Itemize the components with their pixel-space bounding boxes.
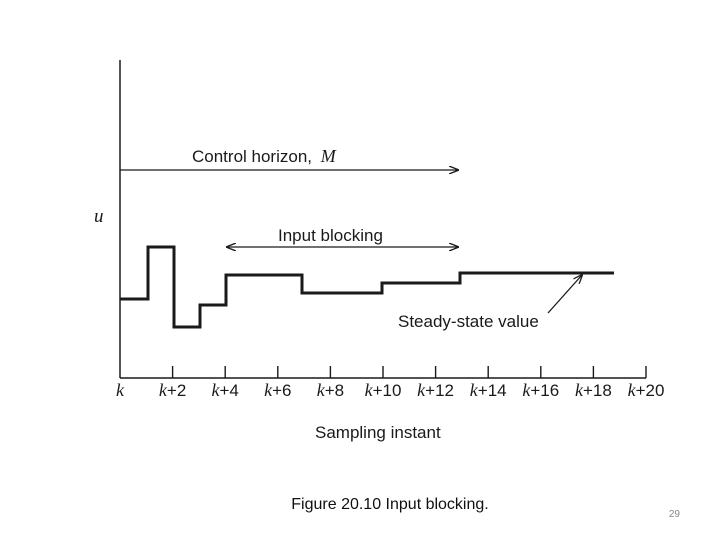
x-tick-label: k+4 <box>212 380 239 400</box>
x-tick-label-offset: +2 <box>167 381 186 400</box>
x-tick-label-offset: +10 <box>373 381 402 400</box>
x-tick-label-offset: +6 <box>272 381 291 400</box>
x-tick-label: k+2 <box>159 380 186 400</box>
x-tick-label-offset: +20 <box>636 381 665 400</box>
x-tick-label-offset: +8 <box>325 381 344 400</box>
x-tick-label-offset: +16 <box>530 381 559 400</box>
x-tick-label-base: k <box>365 380 374 400</box>
x-tick-label-base: k <box>522 380 531 400</box>
input-blocking-label: Input blocking <box>278 226 383 245</box>
x-tick-label: k+14 <box>470 380 507 400</box>
x-tick-label-offset: +4 <box>220 381 239 400</box>
x-tick-label-base: k <box>575 380 584 400</box>
x-tick-label: k+8 <box>317 380 344 400</box>
x-tick-label-offset: +12 <box>425 381 454 400</box>
x-tick-label-base: k <box>317 380 326 400</box>
steady-state-arrow <box>547 275 582 314</box>
input-signal-trajectory <box>120 245 614 329</box>
x-tick-labels: k k+2 k+4 k+6 k+8 k+10 k+12 k+14 k+16 k+18 k+20 <box>116 380 664 400</box>
x-tick-label: k+20 <box>628 380 665 400</box>
x-axis-ticks <box>171 366 647 378</box>
x-tick-label-base: k <box>417 380 426 400</box>
x-tick-label-base: k <box>116 380 125 400</box>
control-horizon-text: Control horizon, <box>192 147 312 166</box>
steady-state-label: Steady-state value <box>398 312 539 331</box>
x-tick-label-base: k <box>212 380 221 400</box>
figure-caption: Figure 20.10 Input blocking. <box>291 496 489 513</box>
x-tick-label: k+12 <box>417 380 454 400</box>
x-tick-label-base: k <box>264 380 273 400</box>
x-tick-label-offset: +14 <box>478 381 507 400</box>
x-axis-title: Sampling instant <box>315 423 441 442</box>
x-tick-label: k+6 <box>264 380 291 400</box>
page-number: 29 <box>668 509 680 520</box>
x-tick-label: k+10 <box>365 380 402 400</box>
x-tick-label: k <box>116 380 125 400</box>
x-tick-label-offset: +18 <box>583 381 612 400</box>
x-tick-label-base: k <box>470 380 479 400</box>
control-horizon-symbol: M <box>320 146 337 166</box>
control-horizon-label: Control horizon, M <box>192 146 337 166</box>
x-tick-label: k+16 <box>522 380 559 400</box>
y-axis-label: u <box>94 206 104 227</box>
x-tick-label: k+18 <box>575 380 612 400</box>
x-tick-label-base: k <box>628 380 637 400</box>
x-tick-label-base: k <box>159 380 168 400</box>
